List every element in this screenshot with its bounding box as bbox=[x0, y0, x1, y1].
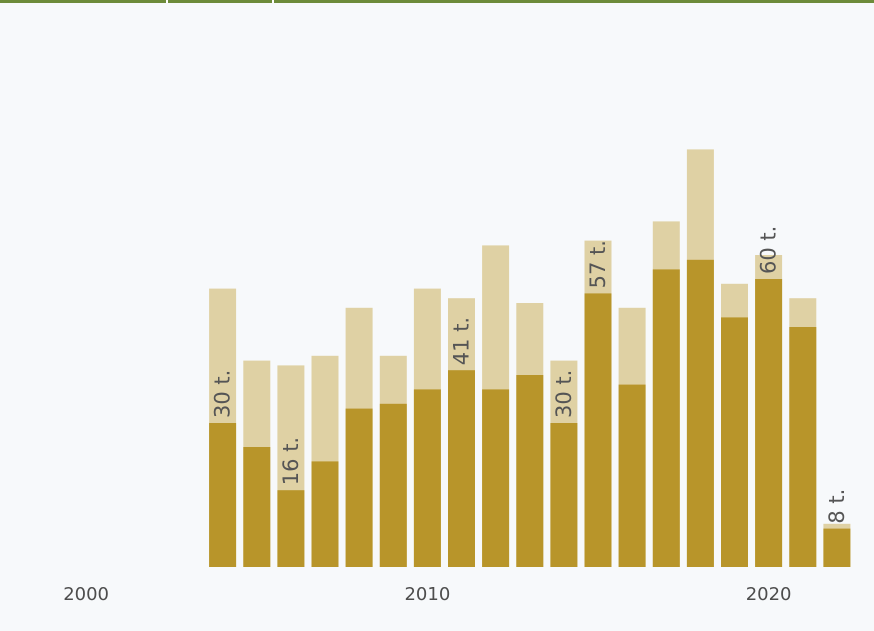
data-label-2022: 8 t. bbox=[825, 489, 849, 524]
bar-value-2018[interactable] bbox=[686, 259, 714, 567]
data-label-2006: 16 t. bbox=[279, 437, 303, 485]
bar-value-2005[interactable] bbox=[243, 447, 271, 567]
bar-value-2021[interactable] bbox=[789, 327, 817, 567]
data-label-2014: 30 t. bbox=[552, 370, 576, 418]
x-tick-label-2020: 2020 bbox=[746, 584, 792, 605]
bar-value-2020[interactable] bbox=[755, 279, 783, 567]
data-label-2011: 41 t. bbox=[450, 317, 474, 365]
bar-value-2013[interactable] bbox=[516, 375, 544, 567]
data-label-2015: 57 t. bbox=[586, 240, 610, 288]
bar-value-2014[interactable] bbox=[550, 423, 578, 567]
bar-value-2009[interactable] bbox=[379, 403, 407, 567]
header-underline bbox=[0, 0, 874, 3]
bar-value-2008[interactable] bbox=[345, 408, 373, 567]
bar-value-2022[interactable] bbox=[823, 528, 851, 567]
header-tab-divider bbox=[166, 0, 168, 3]
bar-value-2017[interactable] bbox=[652, 269, 680, 567]
bar-value-2011[interactable] bbox=[448, 370, 475, 567]
bar-value-2004[interactable] bbox=[209, 423, 237, 567]
bar-value-2016[interactable] bbox=[618, 384, 646, 567]
header-tab-divider bbox=[272, 0, 274, 3]
data-label-2004: 30 t. bbox=[211, 370, 235, 418]
bar-value-2012[interactable] bbox=[482, 389, 510, 567]
bar-value-2019[interactable] bbox=[721, 317, 748, 567]
bar-value-2010[interactable] bbox=[413, 389, 441, 567]
bar-value-2006[interactable] bbox=[277, 490, 305, 567]
data-label-2020: 60 t. bbox=[757, 226, 781, 274]
bar-value-2015[interactable] bbox=[584, 293, 612, 567]
x-tick-label-2010: 2010 bbox=[404, 584, 450, 605]
bar-value-2007[interactable] bbox=[311, 461, 339, 567]
x-tick-label-2000: 2000 bbox=[63, 584, 109, 605]
